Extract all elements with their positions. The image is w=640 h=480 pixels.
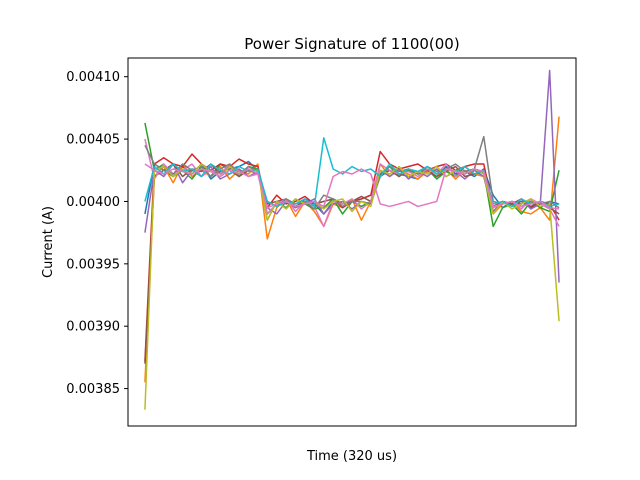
y-axis: 0.00385 0.00390 0.00395 0.00400 0.00405 0.004… bbox=[66, 70, 128, 397]
y-tick-label: 0.00405 bbox=[66, 133, 120, 148]
series-line-2 bbox=[144, 116, 560, 383]
y-tick-label: 0.00385 bbox=[66, 382, 120, 397]
y-tick-label: 0.00400 bbox=[66, 195, 120, 210]
y-tick-label: 0.00395 bbox=[66, 257, 120, 272]
series-line-11 bbox=[144, 163, 560, 210]
series-line-7 bbox=[144, 138, 560, 228]
y-axis-label: Current (A) bbox=[41, 206, 56, 278]
x-axis-label: Time (320 us) bbox=[306, 449, 397, 464]
plot-lines bbox=[144, 69, 560, 410]
y-tick-label: 0.00410 bbox=[66, 70, 120, 85]
series-line-5 bbox=[144, 69, 560, 283]
series-line-4 bbox=[144, 150, 560, 362]
series-line-6 bbox=[144, 163, 560, 364]
plot-frame bbox=[127, 57, 577, 427]
series-line-8 bbox=[144, 135, 560, 210]
y-tick-label: 0.00390 bbox=[66, 320, 120, 335]
chart-title: Power Signature of 1100(00) bbox=[244, 35, 459, 53]
